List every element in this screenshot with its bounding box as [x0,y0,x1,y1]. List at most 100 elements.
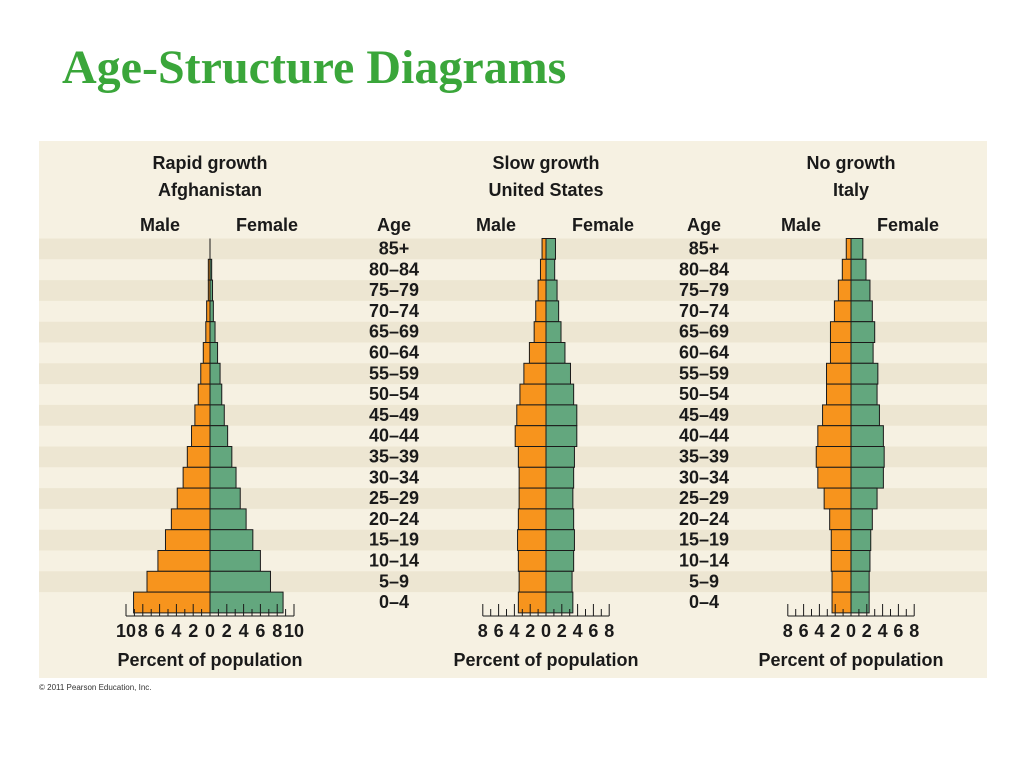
x-tick-label: 8 [272,621,282,641]
male-bar [826,383,852,406]
x-tick-label: 4 [878,621,888,641]
x-tick-label: 4 [239,621,249,641]
female-bar [209,508,247,531]
male-bar [841,258,852,281]
female-bar [850,570,870,593]
male-bar [186,446,211,468]
row-band [39,529,987,551]
female-bar [545,425,578,448]
x-tick-label: 4 [171,621,181,641]
age-group-label: 60–64 [679,343,729,363]
age-group-label: 70–74 [369,301,419,321]
panel-subtitle: Italy [833,180,869,200]
x-tick-label: 2 [188,621,198,641]
age-group-label: 75–79 [369,280,419,300]
row-band [39,280,987,301]
female-bar [850,529,872,552]
panel-subtitle: Afghanistan [158,180,262,200]
age-group-label: 25–29 [369,488,419,508]
male-label: Male [140,215,180,235]
x-tick-label: 2 [830,621,840,641]
female-bar [850,342,874,364]
male-bar [541,238,547,260]
x-tick-label: 10 [284,621,304,641]
male-bar [516,404,547,427]
male-bar [833,300,852,323]
male-label: Male [781,215,821,235]
male-bar [523,362,547,385]
female-bar [209,487,241,510]
x-tick-label: 0 [541,621,551,641]
female-bar [850,425,884,448]
male-bar [826,362,852,385]
x-tick-label: 8 [138,621,148,641]
male-bar [164,529,211,552]
male-bar [133,591,211,614]
male-bar [514,425,547,448]
female-bar [209,446,233,468]
female-bar [850,466,884,489]
x-tick-label: 8 [909,621,919,641]
male-bar [518,487,547,510]
female-bar [545,466,575,489]
age-group-label: 20–24 [679,509,729,529]
slide-title: Age-Structure Diagrams [62,41,567,94]
age-group-label: 20–24 [369,509,419,529]
female-bar [850,238,864,260]
row-band [39,404,987,426]
female-bar [209,550,261,572]
male-bar [518,570,547,593]
female-bar [209,383,223,406]
age-group-label: 80–84 [679,259,729,279]
male-bar [519,383,547,406]
x-tick-label: 6 [588,621,598,641]
x-axis-label: Percent of population [117,650,302,670]
panel-subtitle: United States [488,180,603,200]
x-tick-label: 0 [205,621,215,641]
age-group-label: 35–39 [679,447,729,467]
female-bar [850,258,867,281]
female-bar [209,570,271,593]
female-bar [209,425,229,448]
age-header: Age [687,215,721,235]
female-bar [545,279,558,302]
male-bar [829,321,852,343]
male-bar [517,508,547,531]
age-group-label: 15–19 [369,530,419,550]
age-structure-figure: Rapid growth Afghanistan Male Female 10 8 6 4 2 0… [39,141,987,678]
age-group-label: 35–39 [369,447,419,467]
female-bar [209,362,221,385]
female-bar [209,300,214,323]
age-group-label: 55–59 [679,363,729,383]
female-bar [545,591,574,614]
age-group-label: 30–34 [679,467,729,487]
row-band [39,446,987,468]
male-bar [205,321,211,343]
male-bar [535,300,547,323]
male-bar [822,404,852,427]
age-group-label: 15–19 [679,530,729,550]
female-bar [545,570,573,593]
female-bar [545,362,571,385]
age-group-label: 25–29 [679,488,729,508]
x-tick-label: 6 [893,621,903,641]
age-group-label: 10–14 [369,551,419,571]
male-bar [206,300,211,323]
age-group-label: 40–44 [369,426,419,446]
male-bar [517,446,547,468]
female-bar [850,362,879,385]
female-bar [850,487,878,510]
female-bar [850,404,880,427]
male-bar [815,446,852,468]
male-bar [157,550,211,572]
panel-title: Rapid growth [153,153,268,173]
x-axis-label: Percent of population [758,650,943,670]
female-bar [209,342,219,364]
male-bar [537,279,547,302]
female-bar [209,591,284,614]
age-group-label: 70–74 [679,301,729,321]
male-bar [197,383,211,406]
female-bar [209,321,216,343]
male-bar [146,570,211,593]
age-group-label: 45–49 [369,405,419,425]
